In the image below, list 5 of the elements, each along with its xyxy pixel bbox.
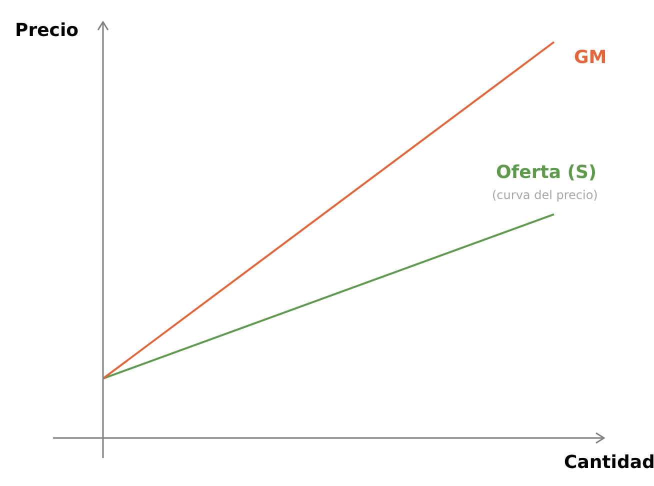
text: Oferta (S) — [496, 162, 597, 184]
annotation: (curva del precio) — [492, 188, 598, 202]
y-axis-title: Precio — [15, 20, 78, 41]
x-axis-title: Cantidad — [564, 452, 654, 473]
series-label: GM — [574, 47, 607, 68]
